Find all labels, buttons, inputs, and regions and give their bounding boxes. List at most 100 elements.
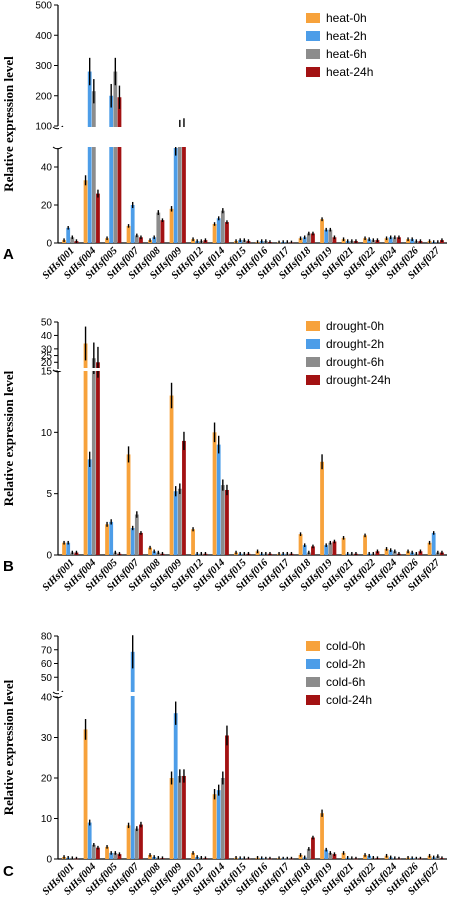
bar-cold-6h xyxy=(328,852,333,859)
bar-heat-24h xyxy=(311,233,315,243)
bar-heat-2h xyxy=(130,205,135,243)
legend-label: cold-2h xyxy=(326,657,365,671)
legend-swatch xyxy=(306,659,320,669)
bar-drought-0h xyxy=(62,542,66,555)
y-tick-label: 5 xyxy=(46,489,52,500)
legend-label: heat-0h xyxy=(326,11,367,25)
bar-drought-2h xyxy=(324,545,329,555)
bar-drought-2h xyxy=(388,550,393,555)
bar-heat-6h xyxy=(328,229,333,243)
bar-heat-24h xyxy=(397,237,401,243)
bar-drought-0h xyxy=(320,461,324,555)
y-tick-label: 70 xyxy=(41,645,53,656)
bar-heat-2h xyxy=(66,227,71,243)
bar-heat-2h xyxy=(302,237,307,243)
axis-break-mark xyxy=(52,690,64,695)
legend-swatch xyxy=(306,357,320,367)
bar-drought-2h xyxy=(66,542,71,555)
bar-heat-6h xyxy=(156,212,161,243)
bar-drought-24h xyxy=(418,551,423,555)
bar-drought-0h xyxy=(105,524,109,555)
y-tick-label: 400 xyxy=(35,31,52,42)
axis-break-gap xyxy=(59,692,448,696)
y-tick-label: 60 xyxy=(41,659,53,670)
bar-drought-2h xyxy=(152,551,157,555)
bar-cold-6h xyxy=(177,775,182,859)
bar-heat-6h xyxy=(306,233,311,243)
legend-swatch xyxy=(306,695,320,705)
bar-cold-0h xyxy=(341,852,346,859)
bar-drought-2h xyxy=(173,491,178,555)
bar-heat-0h xyxy=(105,238,109,243)
axis-break-gap xyxy=(59,127,448,147)
bar-cold-0h xyxy=(148,854,152,859)
bar-drought-6h xyxy=(220,485,225,555)
bar-drought-0h xyxy=(406,551,410,555)
legend-swatch xyxy=(306,339,320,349)
bar-heat-0h xyxy=(191,239,195,243)
bar-heat-6h xyxy=(70,237,75,243)
y-tick-label: 10 xyxy=(41,814,53,825)
bar-drought-0h xyxy=(169,395,174,555)
bar-heat-2h xyxy=(367,239,372,243)
y-tick-label: 300 xyxy=(35,61,52,72)
y-tick-label: 40 xyxy=(41,163,53,174)
legend-label: heat-2h xyxy=(326,29,367,43)
bar-drought-0h xyxy=(255,551,260,555)
panel-c: 0 10 20 30 40 50 60 70 80 Relative expression lev… xyxy=(1,632,448,898)
bar-cold-6h xyxy=(134,828,139,859)
bar-cold-24h xyxy=(139,824,143,859)
bar-drought-24h xyxy=(375,551,380,555)
bar-heat-0h xyxy=(384,238,389,243)
legend-swatch xyxy=(306,49,320,59)
bar-heat-6h xyxy=(91,91,96,244)
bar-heat-6h xyxy=(113,71,118,243)
bar-heat-2h xyxy=(109,95,114,243)
bar-heat-0h xyxy=(169,208,174,243)
bar-heat-2h xyxy=(152,237,157,243)
legend-swatch xyxy=(306,13,320,23)
bar-drought-0h xyxy=(298,534,303,555)
legend-label: heat-24h xyxy=(326,65,373,79)
bar-drought-0h xyxy=(148,547,152,555)
bar-heat-24h xyxy=(225,222,229,243)
bar-heat-0h xyxy=(298,238,303,243)
y-tick-label: 30 xyxy=(41,733,53,744)
bar-heat-2h xyxy=(216,218,221,243)
legend-swatch xyxy=(306,321,320,331)
bar-cold-0h xyxy=(212,794,217,859)
bar-cold-24h xyxy=(332,854,337,859)
bar-heat-24h xyxy=(160,220,165,243)
bar-cold-2h xyxy=(216,790,221,859)
bar-drought-0h xyxy=(191,529,195,555)
bar-drought-0h xyxy=(212,432,217,555)
bar-drought-6h xyxy=(177,488,182,555)
bar-drought-0h xyxy=(83,343,88,555)
legend-label: cold-6h xyxy=(326,675,365,689)
legend-label: drought-0h xyxy=(326,319,384,333)
bar-cold-6h xyxy=(91,844,96,859)
legend-label: cold-24h xyxy=(326,693,372,707)
bar-drought-6h xyxy=(91,358,96,555)
y-tick-label: 0 xyxy=(46,239,52,250)
legend-label: drought-6h xyxy=(326,355,384,369)
y-tick-label: 100 xyxy=(35,122,52,133)
y-tick-label: 20 xyxy=(41,358,53,369)
bar-cold-2h xyxy=(130,651,135,859)
y-tick-label: 20 xyxy=(41,201,53,212)
y-axis-title: Relative expression level xyxy=(1,370,16,506)
legend-label: drought-2h xyxy=(326,337,384,351)
bar-heat-24h xyxy=(332,237,337,243)
y-axis-title: Relative expression level xyxy=(1,56,16,192)
y-tick-label: 500 xyxy=(35,1,52,12)
bar-heat-6h xyxy=(392,237,397,243)
y-tick-label: 0 xyxy=(46,855,52,866)
bar-cold-6h xyxy=(306,848,311,859)
y-tick-label: 50 xyxy=(41,673,53,684)
y-tick-label: 25 xyxy=(41,351,53,362)
panel-letter: B xyxy=(3,558,14,575)
bar-cold-0h xyxy=(83,729,88,859)
